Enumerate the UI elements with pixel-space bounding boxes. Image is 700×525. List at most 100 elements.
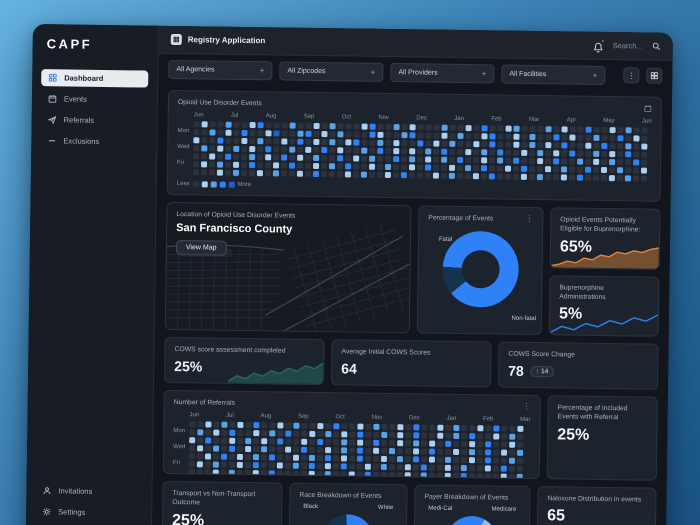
notifications-button[interactable] bbox=[593, 38, 605, 53]
sidebar-item-label: Events bbox=[63, 94, 87, 104]
heatmap-cell bbox=[225, 137, 232, 144]
month-label: Jul bbox=[230, 112, 239, 120]
heatmap-cell bbox=[409, 124, 416, 131]
heatmap-cell bbox=[433, 140, 440, 147]
view-map-button[interactable]: View Map bbox=[175, 240, 227, 257]
panel-location: Location of Opioid Use Disorder Events S… bbox=[164, 202, 412, 334]
heatmap-cell bbox=[384, 164, 392, 171]
heatmap-cell bbox=[205, 437, 212, 444]
heatmap-cell bbox=[385, 140, 392, 147]
heatmap-cell bbox=[481, 149, 488, 156]
heatmap-cell bbox=[577, 126, 584, 133]
heatmap-cell bbox=[576, 174, 583, 181]
heatmap-cell bbox=[316, 463, 323, 470]
heatmap-cell bbox=[340, 455, 348, 462]
heatmap-cell bbox=[289, 138, 296, 145]
month-label: Mar bbox=[528, 117, 540, 124]
heatmap-cell bbox=[193, 129, 200, 136]
heatmap-cell bbox=[428, 464, 435, 471]
heatmap-cell bbox=[365, 432, 372, 439]
heatmap-cell bbox=[225, 121, 232, 128]
heatmap-cell bbox=[521, 142, 528, 149]
sidebar-item-invitations[interactable]: Invitations bbox=[35, 482, 142, 500]
sidebar-item-exclusions[interactable]: Exclusions bbox=[40, 132, 147, 150]
sidebar-item-events[interactable]: Events bbox=[41, 90, 148, 108]
layout-grid-button[interactable] bbox=[646, 67, 663, 84]
more-options-button[interactable]: ⋮ bbox=[623, 67, 640, 84]
kebab-icon[interactable]: ⋮ bbox=[522, 402, 531, 412]
heatmap-cell bbox=[221, 438, 228, 445]
filter-all-providers[interactable]: All Providers + bbox=[390, 62, 495, 83]
heatmap-cell bbox=[193, 153, 200, 160]
heatmap-cell bbox=[329, 139, 336, 146]
heatmap-cell bbox=[392, 164, 400, 171]
heatmap-cell bbox=[196, 453, 204, 460]
heatmap-cell bbox=[449, 124, 456, 132]
heatmap-cell bbox=[188, 453, 196, 460]
heatmap-cell bbox=[317, 423, 324, 430]
heatmap-cell bbox=[313, 163, 320, 170]
heatmap-cell bbox=[393, 148, 400, 155]
heatmap-cell bbox=[469, 425, 476, 432]
sidebar-item-settings[interactable]: Settings bbox=[35, 503, 142, 521]
kebab-icon[interactable]: ⋮ bbox=[525, 214, 534, 224]
legend-swatch bbox=[210, 181, 217, 188]
heatmap-cell bbox=[440, 164, 448, 171]
search-input[interactable]: Search... bbox=[612, 41, 643, 51]
heatmap-cell bbox=[465, 149, 472, 156]
heatmap-cell bbox=[508, 466, 515, 473]
heatmap-cell bbox=[593, 159, 600, 166]
heatmap-cell bbox=[189, 421, 196, 428]
heatmap-cell bbox=[337, 147, 344, 154]
heatmap-cell bbox=[281, 122, 288, 129]
heatmap-cell bbox=[284, 470, 291, 477]
heatmap-cell bbox=[365, 424, 372, 431]
month-label: May bbox=[603, 118, 615, 125]
heatmap-cell bbox=[309, 447, 316, 454]
heatmap-cell bbox=[333, 431, 340, 438]
heatmap-cell bbox=[252, 454, 260, 461]
heatmap-cell bbox=[500, 465, 507, 473]
heatmap-cell bbox=[640, 167, 648, 174]
heatmap-cell bbox=[192, 169, 199, 176]
heatmap-cell bbox=[344, 171, 351, 178]
heatmap-cell bbox=[297, 154, 304, 161]
heatmap-cell bbox=[313, 123, 320, 130]
heatmap-cell bbox=[593, 135, 600, 142]
sidebar-item-label: Exclusions bbox=[63, 136, 100, 146]
date-range-icon[interactable] bbox=[644, 105, 652, 113]
heatmap-cell bbox=[536, 166, 544, 173]
heatmap-cell bbox=[513, 133, 520, 140]
bell-icon bbox=[593, 42, 603, 53]
filter-all-zipcodes[interactable]: All Zipcodes + bbox=[279, 60, 384, 82]
heatmap-cell bbox=[592, 167, 600, 174]
heatmap-cell bbox=[353, 139, 360, 146]
heatmap-cell bbox=[396, 464, 403, 471]
sidebar-item-label: Invitations bbox=[58, 486, 93, 496]
heatmap-cell bbox=[253, 430, 260, 437]
heatmap-cell bbox=[485, 425, 492, 432]
heatmap-cell bbox=[641, 159, 648, 166]
heatmap-cell bbox=[633, 127, 640, 134]
filter-all-facilities[interactable]: All Facilities + bbox=[501, 64, 606, 85]
filter-all-agencies[interactable]: All Agencies + bbox=[168, 59, 273, 80]
heatmap-cell bbox=[324, 455, 332, 462]
heatmap-cell bbox=[241, 122, 248, 129]
heatmap-cell bbox=[429, 448, 436, 455]
search-button[interactable] bbox=[652, 37, 661, 55]
heatmap-cell bbox=[221, 446, 228, 453]
sidebar-item-dashboard[interactable]: Dashboard bbox=[41, 69, 149, 88]
heatmap-cell bbox=[429, 440, 436, 447]
heatmap-cell bbox=[444, 473, 451, 480]
heatmap-cell bbox=[529, 126, 536, 133]
heatmap-cell bbox=[345, 155, 352, 162]
heatmap-cell bbox=[217, 153, 224, 160]
heatmap-cell bbox=[197, 421, 204, 428]
heatmap-cell bbox=[293, 439, 300, 446]
heatmap-cell bbox=[460, 473, 467, 480]
heatmap-cell bbox=[389, 440, 396, 447]
heatmap-cell bbox=[357, 423, 364, 430]
sidebar-item-referrals[interactable]: Referrals bbox=[41, 111, 148, 129]
heatmap-cell bbox=[416, 164, 424, 171]
heatmap-cell bbox=[360, 163, 368, 170]
